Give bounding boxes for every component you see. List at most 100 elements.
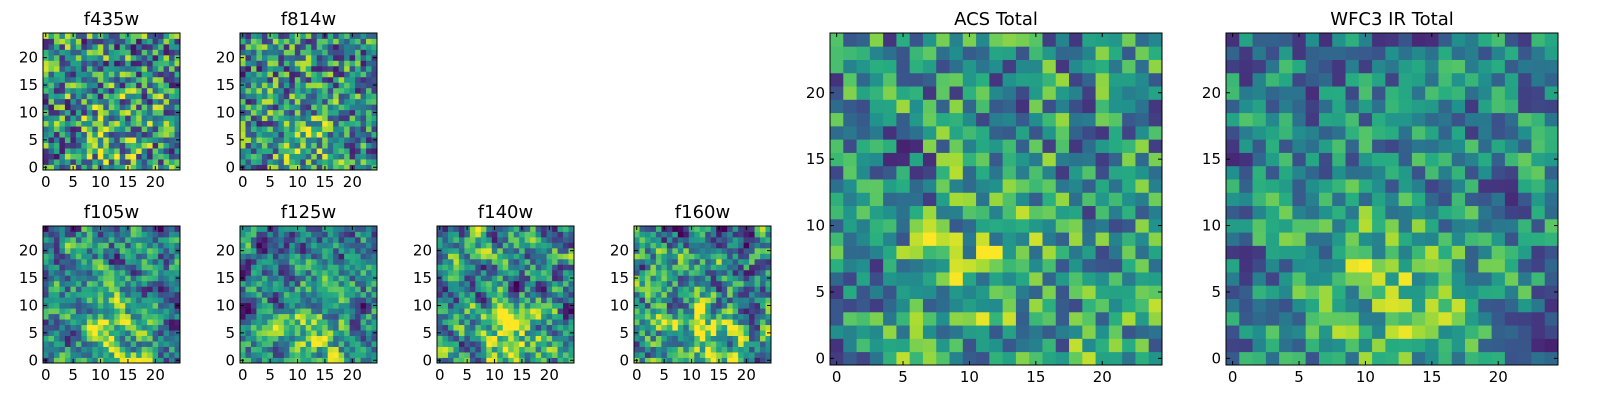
heatmap-cell xyxy=(962,86,977,100)
heatmap-cell xyxy=(447,308,454,315)
heatmap-cell xyxy=(97,335,104,342)
heatmap-cell xyxy=(371,236,378,243)
heatmap-cell xyxy=(119,330,126,336)
heatmap-cell xyxy=(497,352,504,358)
heatmap-cell xyxy=(843,338,857,353)
heatmap-cell xyxy=(366,247,372,254)
heatmap-cell xyxy=(1305,351,1320,366)
heatmap-cell xyxy=(97,115,104,122)
heatmap-cell xyxy=(355,302,361,309)
heatmap-cell xyxy=(245,148,252,154)
heatmap-cell xyxy=(491,264,498,271)
heatmap-cell xyxy=(333,335,340,342)
heatmap-cell xyxy=(322,242,329,249)
heatmap-cell xyxy=(283,264,290,271)
heatmap-cell xyxy=(447,286,454,293)
heatmap-cell xyxy=(48,142,55,149)
axes-frame xyxy=(633,225,772,364)
heatmap-cell xyxy=(70,275,77,282)
heatmap-cell xyxy=(338,71,345,78)
heatmap-cell xyxy=(491,242,498,249)
heatmap-cell xyxy=(371,226,378,232)
heatmap-cell xyxy=(103,319,110,326)
heatmap-cell xyxy=(568,341,575,347)
heatmap-cell xyxy=(81,43,88,50)
heatmap-cell xyxy=(261,87,268,94)
heatmap-cell xyxy=(125,275,132,282)
heatmap-cell xyxy=(644,291,651,298)
heatmap-cell xyxy=(1239,232,1253,246)
heatmap-cell xyxy=(152,346,159,353)
heatmap-cell xyxy=(1122,205,1136,220)
heatmap-cell xyxy=(1451,351,1466,366)
heatmap-cell xyxy=(1002,179,1017,193)
heatmap-cell xyxy=(557,297,564,304)
heatmap-cell xyxy=(557,236,564,243)
heatmap-cell xyxy=(497,302,504,309)
heatmap-cell xyxy=(557,258,564,265)
heatmap-cell xyxy=(147,269,153,276)
heatmap-cell xyxy=(344,319,350,326)
heatmap-cell xyxy=(86,341,93,347)
heatmap-cell xyxy=(922,205,937,220)
heatmap-cell xyxy=(70,352,77,358)
heatmap-cell xyxy=(64,302,71,309)
heatmap-cell xyxy=(103,65,110,72)
heatmap-cell xyxy=(688,302,695,309)
heatmap-cell xyxy=(480,324,487,331)
heatmap-cell xyxy=(141,258,148,265)
heatmap-cell xyxy=(92,291,99,298)
heatmap-cell xyxy=(75,264,82,271)
heatmap-cell xyxy=(1332,311,1346,326)
heatmap-cell xyxy=(316,280,323,287)
heatmap-cell xyxy=(125,87,132,94)
heatmap-cell xyxy=(147,65,153,72)
heatmap-cell xyxy=(442,286,449,293)
heatmap-cell xyxy=(541,269,547,276)
heatmap-cell xyxy=(136,126,143,133)
heatmap-cell xyxy=(125,49,132,56)
heatmap-cell xyxy=(502,324,509,331)
heatmap-cell xyxy=(1332,285,1346,299)
heatmap-cell xyxy=(283,346,290,353)
heatmap-cell xyxy=(70,258,77,265)
heatmap-cell xyxy=(48,98,55,105)
heatmap-cell xyxy=(563,352,569,358)
heatmap-cells xyxy=(43,33,181,171)
heatmap-cell xyxy=(1095,192,1110,207)
heatmap-cell xyxy=(557,313,564,320)
heatmap-cell xyxy=(1029,351,1043,366)
heatmap-cell xyxy=(245,291,252,298)
heatmap-cell xyxy=(75,148,82,154)
heatmap-cell xyxy=(366,164,372,171)
heatmap-cell xyxy=(502,269,509,276)
heatmap-cell xyxy=(1305,338,1320,353)
heatmap-cell xyxy=(1398,205,1413,220)
heatmap-cell xyxy=(59,231,66,238)
panel-title: f435w xyxy=(84,9,139,30)
heatmap-cell xyxy=(355,247,361,254)
heatmap-cell xyxy=(922,351,937,366)
heatmap-cell xyxy=(1411,311,1426,326)
heatmap-cells xyxy=(240,33,378,171)
heatmap-cell xyxy=(749,286,755,293)
heatmap-cell xyxy=(655,341,662,347)
heatmap-cell xyxy=(661,313,668,320)
heatmap-cell xyxy=(743,352,750,358)
heatmap-cell xyxy=(743,302,750,309)
heatmap-cell xyxy=(75,341,82,347)
heatmap-cell xyxy=(655,291,662,298)
heatmap-cell xyxy=(1305,205,1320,220)
heatmap-cell xyxy=(92,280,99,287)
heatmap-cell xyxy=(1148,338,1163,353)
heatmap-cell xyxy=(650,269,657,276)
heatmap-cell xyxy=(754,308,761,315)
heatmap-cell xyxy=(283,357,290,364)
heatmap-cell xyxy=(962,205,977,220)
heatmap-cell xyxy=(1082,165,1096,180)
heatmap-cell xyxy=(169,148,175,154)
heatmap-cell xyxy=(152,65,159,72)
heatmap-cell xyxy=(300,346,307,353)
heatmap-cell xyxy=(1108,99,1123,114)
heatmap-cell xyxy=(92,319,99,326)
